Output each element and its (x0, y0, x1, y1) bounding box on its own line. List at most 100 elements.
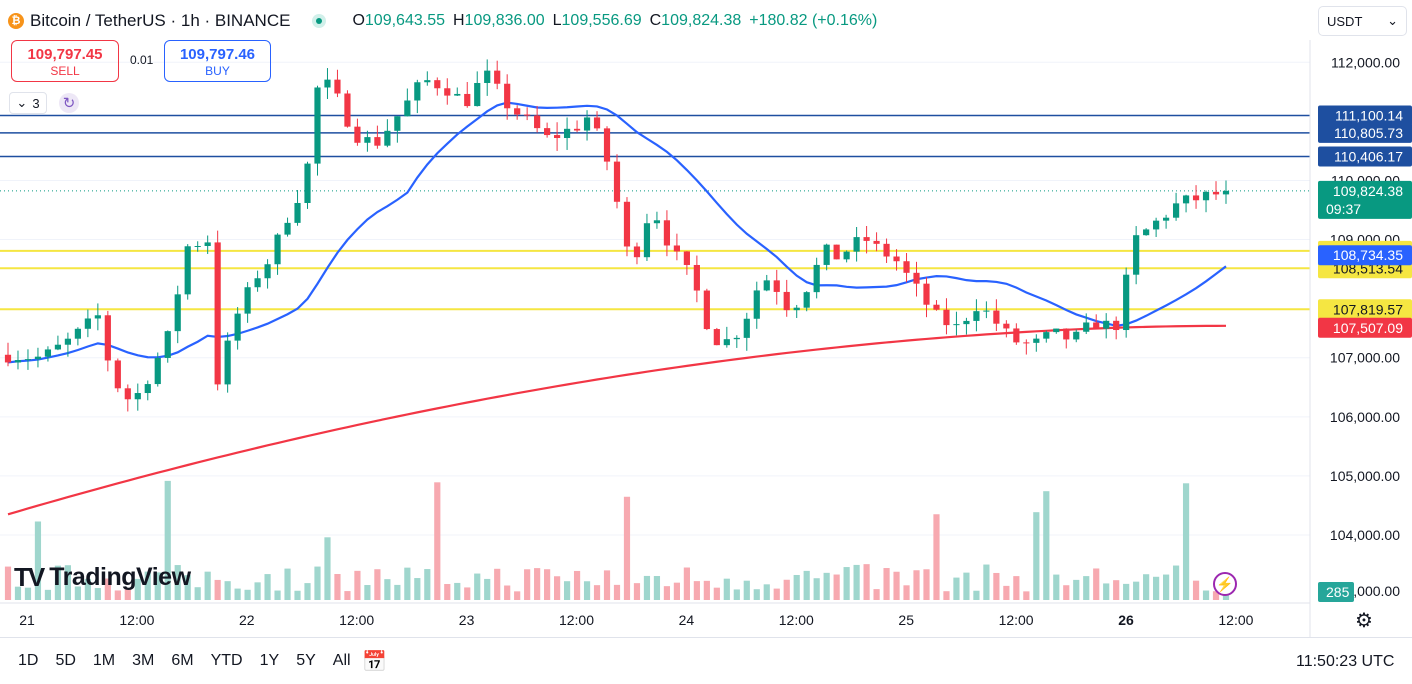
time-tick-label: 12:00 (999, 612, 1034, 628)
candle (913, 261, 920, 297)
sync-icon[interactable]: ↻ (59, 93, 79, 113)
volume-bar (583, 581, 591, 600)
candle (104, 310, 111, 372)
volume-bar (853, 564, 860, 600)
candle (254, 270, 261, 292)
line-price-tag (1318, 105, 1412, 126)
volume-bar (1113, 580, 1120, 600)
time-tick-label: 12:00 (1218, 612, 1253, 628)
candle (753, 281, 760, 329)
candle (653, 211, 661, 229)
price-tick-label: 106,000.00 (1330, 409, 1400, 425)
candle (494, 60, 501, 90)
candle (284, 217, 291, 237)
volume-bar (464, 587, 471, 600)
range-button[interactable]: 1M (92, 652, 116, 669)
price-tick-label: 105,000.00 (1330, 468, 1400, 484)
volume-bar (14, 586, 22, 600)
volume-bar (334, 574, 341, 600)
candle (973, 299, 980, 332)
tradingview-logo-icon: TV (14, 562, 45, 592)
candle (983, 301, 990, 319)
range-button[interactable]: 5D (55, 652, 76, 669)
line-price-tag-text: 111,100.14 (1335, 107, 1403, 123)
range-button[interactable]: 5Y (296, 652, 316, 669)
volume-bars (4, 480, 1230, 600)
candle (583, 110, 591, 141)
volume-bar (1192, 580, 1200, 600)
candle (1153, 217, 1160, 237)
candle (324, 68, 331, 99)
volume-bar (204, 571, 211, 600)
ma-fast-tag-text: 108,734.35 (1333, 247, 1403, 263)
volume-bar (873, 589, 880, 600)
candle (474, 71, 481, 107)
volume-bar (1023, 591, 1030, 600)
tradingview-logo[interactable]: TV TradingView (14, 562, 191, 592)
volume-bar (643, 575, 651, 600)
sell-button[interactable]: 109,797.45 SELL (11, 40, 119, 82)
gear-icon[interactable]: ⚙ (1355, 610, 1373, 632)
volume-bar (34, 521, 42, 600)
line-price-tag (1318, 122, 1412, 143)
candle (424, 71, 431, 86)
volume-bar (304, 583, 311, 600)
ma-slow-tag (1318, 317, 1412, 338)
range-buttons: 1D 5D 1M 3M 6M YTD 1Y 5Y All (18, 652, 368, 670)
volume-bar (414, 578, 421, 600)
candle (394, 116, 401, 143)
candle (554, 122, 561, 151)
candle (923, 277, 930, 318)
calendar-icon[interactable]: 📅 (362, 651, 387, 673)
symbol-title[interactable]: Bitcoin / TetherUS · 1h · BINANCE (30, 11, 291, 30)
ohlc-readout: O109,643.55 H109,836.00 L109,556.69 C109,82… (352, 12, 878, 29)
candle (763, 274, 770, 292)
candle (893, 249, 900, 271)
volume-bar (653, 576, 661, 600)
candle (1083, 313, 1090, 335)
volume-bar (214, 579, 221, 600)
buy-button[interactable]: 109,797.46 BUY (164, 40, 271, 82)
candle (64, 332, 71, 357)
candle (74, 327, 81, 346)
ma-slow-line (7, 324, 1227, 516)
volume-bar (563, 581, 571, 600)
symbol-header[interactable]: ₿ Bitcoin / TetherUS · 1h · BINANCE O109… (8, 9, 885, 33)
range-button[interactable]: All (332, 652, 351, 669)
volume-bar (973, 590, 980, 600)
range-button[interactable]: 6M (171, 652, 194, 669)
utc-clock[interactable]: 11:50:23 UTC (1296, 653, 1395, 670)
time-tick-label: 26 (1118, 612, 1134, 628)
volume-bar (504, 585, 511, 600)
candle (194, 241, 201, 252)
volume-bar (1143, 574, 1150, 600)
quantity-value[interactable]: 0.01 (130, 53, 154, 67)
volume-bar (753, 589, 760, 600)
range-button[interactable]: 1D (18, 652, 39, 669)
indicators-toggle-button[interactable]: ⌄ 3 (9, 92, 47, 114)
candle (933, 300, 940, 311)
volume-bar (833, 574, 840, 600)
price-chart[interactable]: 104,000.00 105,000.00 106,000.00 107,000.00… (0, 0, 1412, 637)
line-price-tag (1318, 299, 1412, 320)
range-button[interactable]: 3M (132, 652, 155, 669)
time-tick-label: 21 (19, 612, 35, 628)
candle (1192, 185, 1200, 209)
lightning-icon[interactable]: ⚡ (1213, 572, 1237, 596)
line-price-tag (1318, 146, 1412, 167)
volume-bar (494, 568, 501, 600)
range-button[interactable]: 1Y (259, 652, 280, 669)
volume-bar (1103, 583, 1110, 600)
range-button[interactable]: YTD (210, 652, 243, 669)
volume-bar (324, 537, 331, 600)
volume-bar (863, 564, 870, 600)
bitcoin-icon: ₿ (8, 13, 24, 29)
currency-select[interactable]: USDT ⌄ (1318, 6, 1407, 36)
volume-bar (394, 584, 401, 600)
volume-bar (554, 576, 561, 600)
candle (873, 232, 880, 252)
volume-bar (943, 591, 950, 600)
volume-bar (374, 569, 381, 600)
candle (374, 125, 381, 149)
volume-bar (484, 578, 491, 600)
